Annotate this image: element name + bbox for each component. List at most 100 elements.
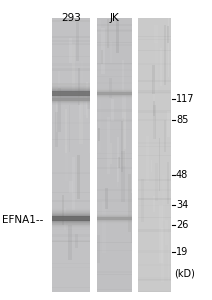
Bar: [97, 44, 132, 46]
Bar: [138, 80, 171, 82]
Text: 85: 85: [176, 115, 188, 125]
Bar: [97, 271, 132, 273]
Bar: [118, 157, 120, 168]
Bar: [131, 193, 132, 243]
Bar: [52, 43, 90, 44]
Bar: [52, 96, 90, 98]
Bar: [52, 95, 90, 97]
Text: JK: JK: [109, 13, 119, 23]
Bar: [52, 227, 90, 229]
Bar: [97, 109, 132, 112]
Bar: [107, 19, 109, 48]
Bar: [52, 211, 90, 212]
Bar: [138, 39, 171, 40]
Bar: [52, 172, 90, 173]
Bar: [97, 189, 132, 191]
Bar: [154, 25, 158, 43]
Bar: [97, 96, 132, 98]
Bar: [97, 90, 132, 91]
Bar: [138, 18, 171, 292]
Bar: [87, 96, 90, 109]
Bar: [97, 92, 132, 95]
Bar: [76, 22, 79, 61]
Bar: [52, 234, 90, 235]
Bar: [141, 178, 144, 223]
Bar: [52, 122, 90, 124]
Bar: [52, 88, 90, 89]
Bar: [159, 205, 163, 263]
Bar: [56, 88, 57, 132]
Bar: [52, 87, 90, 88]
Text: 293: 293: [61, 13, 81, 23]
Bar: [52, 101, 90, 103]
Bar: [52, 40, 90, 42]
Bar: [97, 158, 132, 159]
Bar: [97, 217, 132, 220]
Bar: [52, 208, 90, 209]
Bar: [52, 100, 90, 101]
Bar: [102, 28, 105, 74]
Bar: [97, 119, 132, 121]
Bar: [52, 209, 90, 211]
Bar: [97, 199, 132, 202]
Bar: [107, 117, 110, 174]
Bar: [52, 85, 90, 86]
Bar: [97, 28, 132, 31]
Bar: [138, 50, 171, 51]
Bar: [97, 214, 132, 215]
Bar: [65, 110, 67, 154]
Bar: [97, 89, 132, 91]
Bar: [97, 129, 132, 130]
Bar: [52, 235, 90, 237]
Bar: [52, 102, 90, 104]
Bar: [155, 42, 158, 93]
Bar: [52, 212, 90, 214]
Bar: [138, 250, 171, 253]
Bar: [79, 96, 83, 144]
Bar: [97, 30, 132, 32]
Bar: [97, 94, 132, 95]
Bar: [110, 41, 112, 63]
Bar: [165, 220, 168, 245]
Bar: [124, 91, 126, 148]
Bar: [52, 222, 90, 224]
Bar: [52, 213, 90, 214]
Bar: [117, 167, 118, 187]
Bar: [105, 188, 108, 208]
Bar: [168, 233, 169, 280]
Bar: [52, 84, 90, 86]
Bar: [52, 98, 90, 101]
Bar: [138, 179, 171, 181]
Bar: [52, 94, 90, 95]
Bar: [152, 65, 155, 94]
Bar: [117, 137, 119, 182]
Bar: [153, 100, 155, 116]
Bar: [52, 100, 90, 101]
Bar: [86, 82, 88, 118]
Bar: [52, 173, 90, 174]
Bar: [97, 235, 100, 263]
Bar: [65, 145, 68, 181]
Bar: [52, 210, 90, 212]
Bar: [138, 227, 171, 228]
Bar: [52, 20, 90, 22]
Bar: [97, 222, 132, 224]
Bar: [97, 221, 132, 223]
Bar: [97, 242, 132, 243]
Bar: [52, 97, 90, 98]
Bar: [97, 18, 132, 292]
Bar: [159, 138, 160, 191]
Bar: [122, 112, 126, 166]
Bar: [111, 99, 114, 121]
Bar: [97, 250, 132, 251]
Bar: [160, 48, 162, 86]
Bar: [168, 18, 169, 77]
Bar: [69, 38, 72, 63]
Bar: [110, 142, 112, 164]
Bar: [97, 216, 132, 218]
Bar: [52, 192, 90, 193]
Bar: [97, 42, 132, 43]
Bar: [89, 123, 90, 153]
Bar: [52, 99, 90, 100]
Bar: [138, 230, 171, 232]
